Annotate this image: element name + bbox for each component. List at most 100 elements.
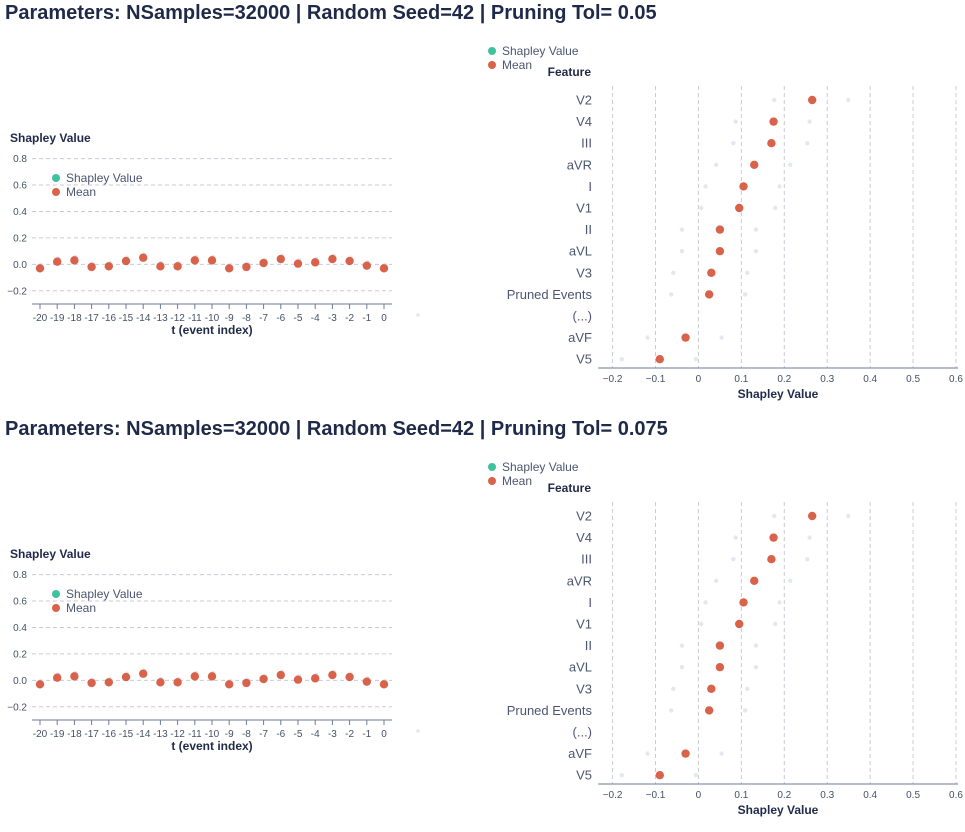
x-tick-label: -15 — [119, 313, 134, 324]
y-tick-label: 0.4 — [13, 623, 27, 634]
mean-point — [750, 576, 759, 585]
feature-shap-chart: Feature −0.2 −0.1 0 0.1 0.2 0.3 0.4 0.5 0.6 Shaple… — [488, 460, 963, 817]
mean-point — [242, 678, 251, 688]
x-tick-label: -5 — [294, 729, 303, 740]
category-label: Pruned Events — [507, 287, 593, 302]
x-tick-label: -1 — [362, 313, 371, 324]
mean-point — [715, 225, 725, 234]
shapley-point — [671, 686, 676, 691]
x-tick-label: 0.5 — [906, 790, 920, 801]
x-tick-label: 0.6 — [949, 374, 963, 385]
x-tick-label: -3 — [328, 729, 337, 740]
shapley-point — [619, 773, 625, 778]
x-tick-label: 0.4 — [863, 790, 877, 801]
category-label: (...) — [573, 309, 593, 324]
legend-marker — [488, 477, 496, 485]
x-tick-label: -18 — [67, 729, 82, 740]
shapley-point — [771, 97, 777, 103]
x-tick-label: -14 — [136, 313, 151, 324]
shapley-point — [773, 621, 778, 627]
section-tol-0-05: Parameters: NSamples=32000 | Random Seed… — [5, 2, 963, 401]
mean-point — [767, 555, 776, 564]
mean-point — [190, 256, 199, 265]
category-label: III — [581, 552, 592, 567]
x-tick-label: -8 — [242, 729, 251, 740]
shapley-point — [679, 249, 685, 254]
legend-marker — [488, 47, 496, 55]
x-tick-label: -17 — [84, 313, 99, 324]
mean-point — [362, 677, 371, 686]
mean-point — [173, 678, 182, 687]
mean-point — [715, 641, 725, 650]
category-label: V3 — [576, 265, 592, 280]
category-label: V2 — [576, 509, 592, 524]
y-tick-label: 0.6 — [13, 597, 27, 608]
y-tick-label: −0.2 — [7, 702, 27, 713]
x-tick-label: -13 — [153, 313, 168, 324]
mean-point — [276, 254, 285, 264]
legend-marker — [488, 463, 496, 471]
shapley-point — [699, 621, 704, 627]
y-tick-label: 0.6 — [13, 181, 27, 192]
mean-point — [139, 669, 148, 678]
x-tick-label: -16 — [102, 729, 117, 740]
legend-marker — [52, 604, 60, 612]
x-tick-label: −0.2 — [603, 790, 623, 801]
mean-point — [87, 678, 96, 688]
shapley-point — [668, 292, 674, 297]
shapley-point — [693, 773, 699, 778]
y-tick-label: −0.2 — [7, 286, 27, 297]
x-tick-label: -16 — [102, 313, 117, 324]
shapley-point — [714, 578, 719, 583]
mean-point — [807, 95, 817, 105]
shapley-point — [733, 119, 738, 124]
mean-point — [707, 268, 716, 277]
x-tick-label: -18 — [67, 313, 82, 324]
shapley-point — [693, 357, 699, 362]
mean-point — [225, 680, 234, 689]
y-axis-title: Shapley Value — [10, 547, 91, 561]
x-axis-title: t (event index) — [171, 739, 252, 753]
category-label: aVL — [569, 660, 592, 675]
mean-point — [225, 264, 234, 273]
mean-point — [259, 258, 268, 268]
mean-point — [70, 256, 79, 265]
mean-point — [379, 680, 389, 689]
y-tick-label: 0.2 — [13, 233, 27, 244]
x-axis-title: Shapley Value — [738, 387, 819, 401]
shapley-point — [771, 513, 777, 519]
shapley-point — [745, 686, 750, 691]
mean-point — [704, 706, 714, 715]
section-tol-0-075: Parameters: NSamples=32000 | Random Seed… — [0, 416, 965, 832]
category-label: II — [585, 222, 592, 237]
mean-point — [707, 684, 716, 693]
category-label: III — [581, 136, 592, 151]
mean-point — [704, 290, 714, 299]
x-tick-label: 0.1 — [734, 374, 748, 385]
mean-point — [735, 619, 744, 629]
mean-point — [735, 203, 744, 213]
x-tick-label: 0.3 — [820, 374, 834, 385]
mean-point — [53, 257, 62, 266]
mean-point — [35, 264, 45, 273]
y-tick-label: 0.0 — [13, 260, 27, 271]
shapley-point — [731, 557, 736, 562]
feature-shap-chart: Feature −0.2 −0.1 0 0.1 0.2 0.3 0.4 0.5 0.6 Shaple… — [488, 44, 963, 401]
mean-point — [276, 670, 285, 680]
mean-point — [767, 139, 776, 148]
mean-point — [345, 256, 354, 266]
y-tick-label: 0.4 — [13, 207, 27, 218]
shapley-point — [753, 643, 759, 648]
mean-point — [293, 675, 303, 684]
category-label: V4 — [576, 530, 592, 545]
shapley-point — [668, 708, 674, 713]
mean-point — [715, 663, 725, 672]
x-tick-label: 0.1 — [734, 790, 748, 801]
shapley-point — [753, 249, 759, 254]
mean-point — [259, 674, 268, 684]
y-axis-title: Feature — [548, 481, 592, 495]
x-tick-label: -7 — [259, 313, 268, 324]
legend-label: Shapley Value — [502, 460, 579, 474]
